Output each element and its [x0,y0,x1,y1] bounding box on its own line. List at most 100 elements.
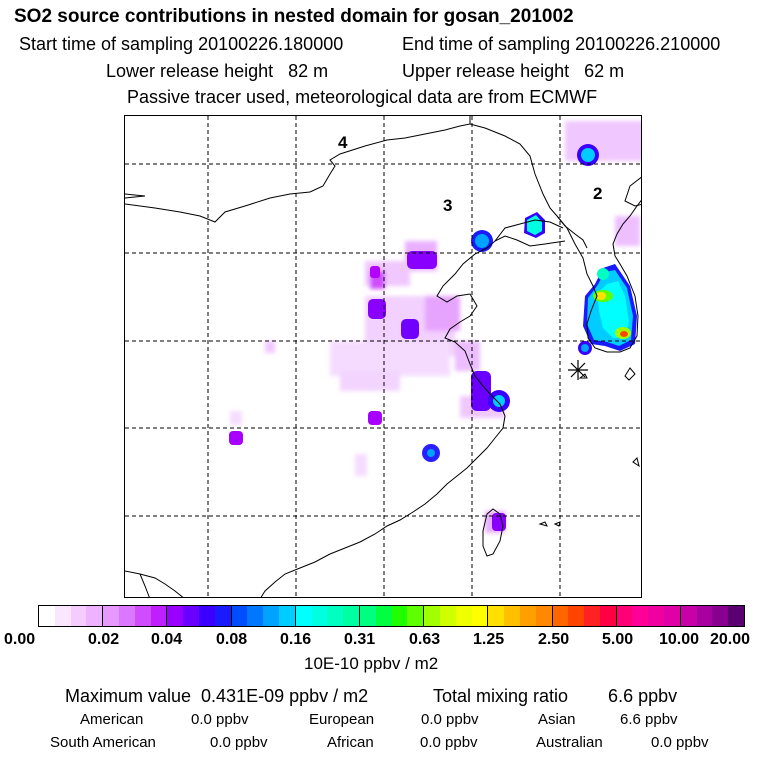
plume-cell [370,266,380,278]
colorbar-swatch [327,606,344,626]
colorbar-swatch [728,606,745,626]
plume-cell [265,341,275,353]
colorbar-swatch [424,606,440,626]
contribution-value: 6.6 ppbv [620,711,678,728]
colorbar-swatch [680,606,697,626]
colorbar-swatch [359,606,376,626]
colorbar-segment [488,606,553,626]
border-line [125,570,184,597]
colorbar-tick: 0.16 [280,631,312,648]
plume-cell [471,371,491,411]
contribution-name: Asian [538,711,576,728]
colorbar-swatch [278,606,295,626]
island-line [632,457,640,468]
contribution-name: African [327,734,374,751]
map-canvas: 4 3 2 [125,116,641,597]
colorbar-swatch [584,606,600,626]
plume-cell [340,371,400,391]
colorbar-tick: 5.00 [602,631,634,648]
colorbar-tick: 0.63 [409,631,441,648]
colorbar-swatch [455,606,472,626]
colorbar-segment [167,606,232,626]
colorbar-swatch [599,606,616,626]
colorbar-segment [231,606,296,626]
plume-cell [229,431,243,445]
colorbar-swatch [311,606,328,626]
graticule [125,116,641,597]
colorbar-swatch [198,606,215,626]
colorbar-segment [680,606,745,626]
colorbar-tick: 0.02 [88,631,120,648]
colorbar-tick: 20.00 [710,631,751,648]
colorbar-swatch [535,606,552,626]
border-line [125,116,471,223]
colorbar-segment [39,606,104,626]
colorbar-swatch [504,606,520,626]
coast-line [624,176,641,207]
colorbar-tick: 0.04 [151,631,183,648]
tracer-note: Passive tracer used, meteorological data… [127,87,598,107]
coast-line [556,199,641,353]
colorbar-swatch [375,606,392,626]
contribution-value: 0.0 ppbv [191,711,249,728]
plume-cell [475,234,489,248]
colorbar-swatch [134,606,151,626]
colorbar-swatch [632,606,649,626]
colorbar-swatch [664,606,680,626]
start-time: Start time of sampling 20100226.180000 [19,34,344,54]
colorbar-tick: 1.25 [473,631,505,648]
end-time: End time of sampling 20100226.210000 [402,34,721,54]
colorbar-swatch [488,606,505,626]
colorbar-swatch [552,606,569,626]
colorbar-swatch [86,606,103,626]
plume-cell [493,395,505,407]
contribution-name: American [80,711,144,728]
colorbar-swatch [247,606,264,626]
colorbar-swatch [150,606,167,626]
contribution-value: 0.0 ppbv [420,734,478,751]
contribution-name: South American [50,734,156,751]
region-label-4: 4 [338,133,348,152]
plume-cell [407,251,437,269]
colorbar-swatch [214,606,231,626]
island-line [578,373,588,379]
plume-cell [230,411,242,425]
contribution-value: 0.0 ppbv [421,711,479,728]
taiwan-coast [482,508,504,557]
maximum-value: Maximum value 0.431E-09 ppbv / m2 [65,686,369,706]
border-line [139,573,150,597]
plot-title: SO2 source contributions in nested domai… [14,6,574,27]
plume-cell [355,454,367,476]
colorbar-unit: 10E-10 ppbv / m2 [304,654,439,673]
plume-cell [401,319,419,339]
colorbar-swatch [295,606,312,626]
plume-cell [581,344,589,352]
colorbar-segment [295,606,360,626]
plume-cell [330,341,450,376]
colorbar-swatch [568,606,585,626]
colorbar-swatch [103,606,119,626]
colorbar-swatch [167,606,184,626]
colorbar-swatch [39,606,55,626]
colorbar-segment [552,606,617,626]
colorbar-swatch [263,606,279,626]
colorbar-swatch [616,606,633,626]
colorbar-swatch [391,606,408,626]
receptor-asterisk [568,360,588,380]
colorbar-swatch [183,606,199,626]
plume-cell [368,411,382,425]
colorbar-swatch [696,606,713,626]
colorbar-swatch [343,606,359,626]
contribution-value: 0.0 ppbv [651,734,709,751]
colorbar-swatch [118,606,135,626]
concentration-field [229,121,641,533]
plume-cell [597,268,609,280]
total-mixing-ratio: Total mixing ratio 6.6 ppbv [433,686,678,706]
colorbar-tick: 10.00 [659,631,700,648]
contribution-value: 0.0 ppbv [210,734,268,751]
contribution-name: Australian [536,734,603,751]
plume-cell [581,148,595,162]
upper-release-height: Upper release height 62 m [402,61,625,81]
colorbar-swatch [70,606,87,626]
region-label-3: 3 [443,196,452,215]
